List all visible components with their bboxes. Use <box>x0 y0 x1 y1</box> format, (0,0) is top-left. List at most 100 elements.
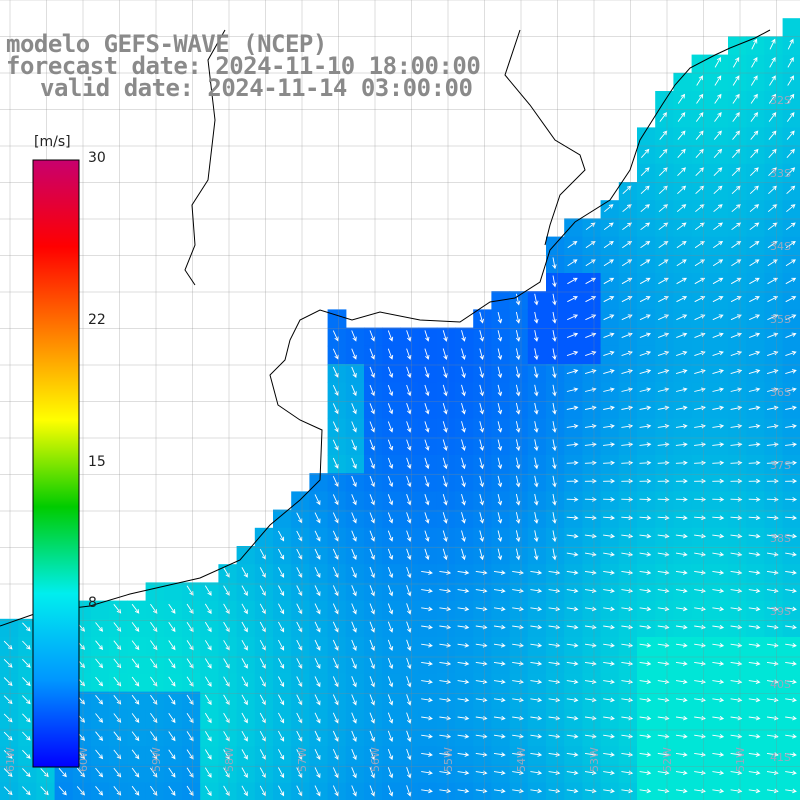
speed-cell <box>655 673 674 693</box>
wind-arrow <box>603 387 615 392</box>
wind-arrow <box>387 348 394 360</box>
wind-arrow <box>657 369 670 375</box>
speed-cell <box>400 582 420 602</box>
wind-arrow <box>533 512 539 524</box>
speed-cell <box>364 764 383 784</box>
speed-cell <box>473 546 492 565</box>
speed-cell <box>436 455 456 474</box>
wind-arrow <box>785 240 796 249</box>
wind-arrow <box>730 515 743 521</box>
wind-arrow <box>369 785 375 797</box>
speed-cell <box>746 709 765 729</box>
wind-arrow <box>603 788 615 794</box>
wind-arrow <box>785 533 798 539</box>
wind-arrow <box>748 643 761 648</box>
wind-arrow <box>369 548 375 560</box>
speed-cell <box>382 691 401 711</box>
speed-cell <box>436 655 456 674</box>
speed-cell <box>618 746 638 765</box>
speed-cell <box>200 782 219 800</box>
speed-cell <box>436 491 456 511</box>
wind-arrow <box>712 788 725 794</box>
wind-arrow <box>694 423 706 429</box>
speed-cell <box>491 400 511 420</box>
speed-cell <box>382 400 401 420</box>
speed-cell <box>291 509 310 529</box>
wind-arrow <box>640 222 651 231</box>
wind-arrow <box>369 730 375 742</box>
wind-arrow <box>640 240 651 249</box>
lon-label: 55W <box>442 747 455 772</box>
wind-arrow <box>497 493 503 506</box>
speed-cell <box>236 728 256 747</box>
wind-arrow <box>95 749 104 760</box>
wind-arrow <box>566 624 579 630</box>
wind-arrow <box>639 661 652 666</box>
speed-cell <box>400 637 420 656</box>
speed-cell <box>782 473 800 492</box>
speed-cell <box>673 509 693 529</box>
wind-arrow <box>3 640 13 650</box>
wind-arrow <box>369 712 375 724</box>
speed-cell <box>655 600 674 620</box>
speed-cell <box>145 582 165 602</box>
wind-arrow <box>22 677 31 687</box>
wind-arrow <box>712 643 725 648</box>
wind-arrow <box>131 603 140 614</box>
wind-arrow <box>369 457 375 469</box>
speed-cell <box>527 491 547 511</box>
wind-arrow <box>603 350 615 357</box>
speed-cell <box>673 655 693 674</box>
speed-cell <box>782 72 800 92</box>
wind-arrow <box>204 585 212 596</box>
wind-arrow <box>712 369 724 375</box>
wind-arrow <box>421 770 433 776</box>
speed-cell <box>691 345 711 365</box>
speed-cell <box>509 436 529 456</box>
speed-cell <box>691 273 711 292</box>
wind-arrow <box>457 643 470 648</box>
speed-cell <box>673 527 693 547</box>
speed-cell <box>746 91 765 110</box>
speed-cell <box>382 436 401 456</box>
wind-arrow <box>95 676 104 687</box>
wind-arrow <box>369 475 375 488</box>
lon-label: 60W <box>77 747 90 772</box>
speed-cell <box>382 673 401 693</box>
wind-arrow <box>278 603 285 615</box>
wind-arrow <box>786 112 795 122</box>
wind-arrow <box>131 694 140 705</box>
wind-arrow <box>351 639 357 651</box>
lat-label: 38S <box>770 532 791 545</box>
wind-arrow <box>3 713 13 723</box>
wind-arrow <box>730 552 743 557</box>
speed-cell <box>527 309 547 329</box>
speed-cell <box>364 582 383 602</box>
speed-cell <box>564 509 583 529</box>
wind-arrow <box>749 296 760 303</box>
speed-cell <box>637 345 656 365</box>
wind-arrow <box>677 130 686 140</box>
speed-cell <box>509 691 529 711</box>
wind-arrow <box>621 296 633 303</box>
wind-arrow <box>530 570 543 575</box>
wind-arrow <box>406 730 412 743</box>
speed-cell <box>600 218 620 238</box>
wind-arrow <box>712 478 725 484</box>
speed-cell <box>600 327 620 347</box>
speed-cell <box>600 546 620 565</box>
speed-cell <box>709 254 729 274</box>
wind-arrow <box>533 439 539 452</box>
wind-arrow <box>785 552 797 557</box>
wind-arrow <box>533 330 539 342</box>
speed-cell <box>709 54 729 74</box>
wind-arrow <box>676 296 688 303</box>
speed-cell <box>345 436 365 456</box>
wind-arrow <box>442 348 448 361</box>
speed-cell <box>345 673 365 693</box>
wind-arrow <box>730 350 743 357</box>
speed-cell <box>655 236 674 256</box>
speed-cell <box>709 72 729 92</box>
speed-cell <box>637 163 656 183</box>
speed-cell <box>273 582 292 602</box>
